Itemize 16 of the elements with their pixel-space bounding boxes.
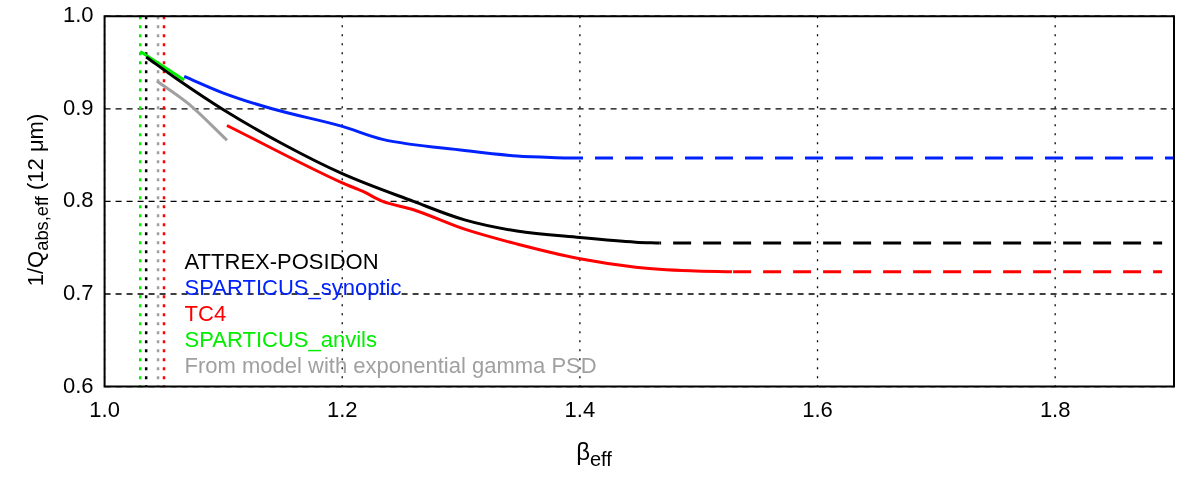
y-tick-label: 1.0 <box>62 2 94 28</box>
y-tick-label: 0.9 <box>62 94 94 120</box>
x-tick-label: 1.0 <box>89 396 120 422</box>
text: ATTREX-POSIDON <box>184 248 379 274</box>
x-tick-label: 1.6 <box>802 396 833 422</box>
x-axis-title: β$_{eff}$ <box>575 438 613 471</box>
y-tick-label: 0.8 <box>62 187 94 213</box>
y-tick-label: 0.6 <box>62 372 94 398</box>
text: TC4 <box>184 300 227 326</box>
y-tick-label: 0.7 <box>62 280 94 306</box>
x-tick-label: 1.4 <box>564 396 596 422</box>
x-tick-label: 1.2 <box>326 396 358 422</box>
text: From model with exponential gamma PSD <box>184 352 597 378</box>
text: SPARTICUS_anvils <box>184 326 377 352</box>
text: SPARTICUS_synoptic <box>184 274 402 300</box>
x-tick-label: 1.8 <box>1039 396 1071 422</box>
